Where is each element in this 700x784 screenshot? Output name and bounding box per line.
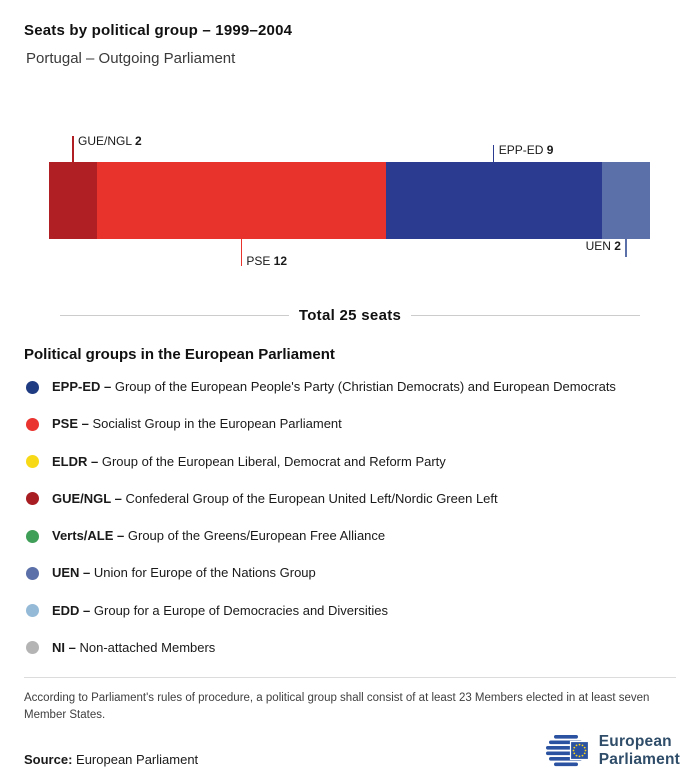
legend-item: UEN – Union for Europe of the Nations Gr… — [26, 565, 676, 581]
legend-color-dot — [26, 529, 39, 543]
callout-tick — [492, 145, 495, 162]
legend-list: EPP-ED – Group of the European People's … — [0, 379, 700, 656]
total-seats-divider: Total 25 seats — [60, 307, 640, 324]
bar-segment-uen[interactable] — [601, 162, 650, 239]
divider-line-right — [411, 315, 640, 316]
logo-text-line1: European — [598, 733, 672, 751]
chart-title: Seats by political group – 1999–2004 — [24, 22, 293, 39]
bar-segment-epp-ed[interactable] — [385, 162, 602, 239]
legend-item: ELDR – Group of the European Liberal, De… — [26, 454, 676, 470]
header: Seats by political group – 1999–2004 Por… — [0, 0, 700, 67]
legend-section: Political groups in the European Parliam… — [0, 346, 700, 656]
legend-color-dot — [26, 492, 39, 506]
total-seats-label: Total 25 seats — [298, 307, 402, 324]
legend-color-dot — [26, 641, 39, 655]
seats-chart: GUE/NGL 2 PSE 12 EPP-ED 9 UEN 2 — [0, 129, 700, 269]
callout-label: PSE 12 — [246, 254, 288, 268]
ep-logo-mark — [545, 735, 589, 767]
legend-item-label: ELDR – Group of the European Liberal, De… — [52, 453, 446, 469]
source-line: Source: European Parliament — [24, 752, 198, 767]
legend-color-dot — [26, 417, 39, 431]
logo-text-line2: Parliament — [598, 751, 680, 768]
bar-segment-pse[interactable] — [97, 162, 386, 239]
legend-item-label: EPP-ED – Group of the European People's … — [52, 379, 616, 394]
legend-color-dot — [26, 566, 39, 580]
footnote-divider — [24, 677, 676, 678]
source-label: Source: — [24, 752, 73, 767]
legend-item: PSE – Socialist Group in the European Pa… — [26, 416, 676, 432]
legend-item-label: PSE – Socialist Group in the European Pa… — [52, 416, 342, 432]
source-text: European Parliament — [76, 752, 199, 767]
legend-color-dot — [26, 455, 39, 469]
legend-item: EDD – Group for a Europe of Democracies … — [26, 603, 676, 619]
legend-item-label: NI – Non-attached Members — [52, 639, 216, 655]
legend-color-dot — [26, 604, 39, 618]
divider-line-left — [60, 315, 289, 316]
bar-segment-gue-ngl[interactable] — [49, 162, 98, 239]
legend-item-label: Verts/ALE – Group of the Greens/European… — [52, 528, 386, 543]
callout-tick — [72, 136, 74, 162]
legend-item: GUE/NGL – Confederal Group of the Europe… — [26, 491, 676, 507]
legend-item: Verts/ALE – Group of the Greens/European… — [26, 528, 676, 544]
eu-flag-stars — [572, 743, 587, 758]
legend-item: NI – Non-attached Members — [26, 640, 676, 656]
callout-tick — [240, 239, 243, 266]
legend-item-label: EDD – Group for a Europe of Democracies … — [52, 602, 388, 618]
legend-heading: Political groups in the European Parliam… — [24, 346, 335, 363]
footer: Source: European Parliament — [24, 732, 680, 770]
stacked-bar: GUE/NGL 2 PSE 12 EPP-ED 9 UEN 2 — [49, 134, 650, 268]
callout-tick — [625, 239, 627, 257]
callout-label: EPP-ED 9 — [498, 143, 554, 157]
callout-label: UEN 2 — [585, 239, 621, 253]
callout-label: GUE/NGL 2 — [78, 134, 142, 148]
chart-subtitle: Portugal – Outgoing Parliament — [26, 50, 236, 67]
legend-item-label: UEN – Union for Europe of the Nations Gr… — [52, 565, 316, 581]
logo-text: European Parliament — [599, 733, 680, 769]
legend-color-dot — [26, 380, 39, 394]
legend-item-label: GUE/NGL – Confederal Group of the Europe… — [52, 490, 498, 506]
footnote: According to Parliament's rules of proce… — [24, 692, 650, 722]
legend-item: EPP-ED – Group of the European People's … — [26, 379, 676, 395]
european-parliament-logo: European Parliament — [544, 732, 680, 770]
